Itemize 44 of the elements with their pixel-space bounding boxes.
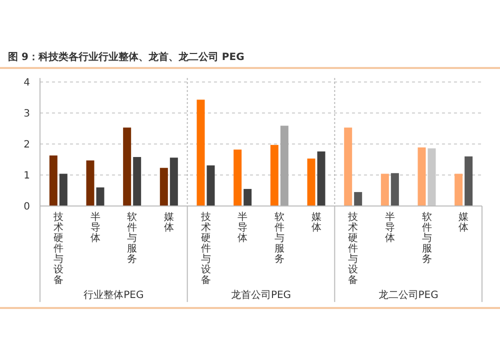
bar [244, 188, 252, 206]
x-tick-label: 技术硬件与设备 [52, 211, 64, 286]
bar [86, 160, 94, 206]
bar [96, 187, 104, 206]
text: 行业整体PEG [84, 289, 144, 301]
y-tick-label: 4 [24, 78, 30, 88]
bar [317, 151, 326, 206]
bar [133, 157, 142, 206]
bar [206, 165, 215, 206]
x-tick-label: 软件与服务 [422, 211, 432, 265]
text: 龙首公司PEG [230, 289, 292, 301]
bar [280, 126, 288, 206]
bar [454, 174, 463, 206]
bar [123, 128, 132, 206]
x-tick-label: 技术硬件与设备 [200, 211, 211, 286]
x-tick-label: 软件与服务 [274, 211, 284, 265]
bar [49, 155, 58, 206]
bar [464, 156, 473, 206]
bar [196, 100, 205, 206]
x-tick-label: 技术硬件与设备 [347, 211, 358, 286]
y-tick-label: 3 [24, 108, 30, 120]
bar [170, 158, 178, 206]
bar [354, 192, 362, 206]
text: 龙二公司PEG [378, 289, 438, 301]
y-tick-label: 1 [24, 170, 30, 182]
bar [307, 158, 316, 206]
x-tick-label: 媒体 [458, 212, 469, 234]
bar [59, 174, 68, 206]
bar [270, 144, 278, 206]
bar [380, 174, 389, 206]
bar [234, 150, 242, 206]
x-tick-label: 半导体 [384, 211, 395, 244]
bar [418, 147, 426, 206]
y-tick-label: 2 [24, 140, 30, 150]
bar [344, 128, 352, 206]
x-tick-label: 软件与服务 [127, 211, 138, 265]
x-tick-label: 半导体 [90, 211, 100, 244]
x-tick-label: 半导体 [238, 211, 248, 244]
x-tick-label: 媒体 [311, 212, 322, 234]
bar [390, 173, 399, 206]
bar [160, 168, 168, 206]
chart-title: 图 9：科技类各行业行业整体、龙首、龙二公司 PEG [8, 51, 244, 63]
x-tick-label: 媒体 [164, 212, 174, 234]
y-tick-label: 0 [24, 202, 30, 212]
